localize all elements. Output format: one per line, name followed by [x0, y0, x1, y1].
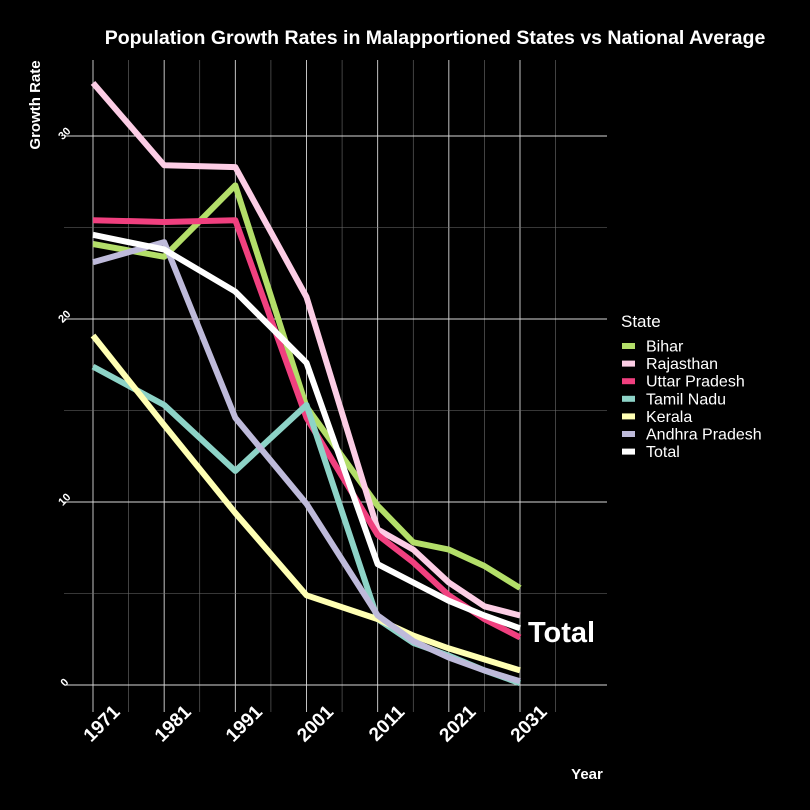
legend-label-bihar: Bihar [646, 339, 684, 356]
legend-swatch-andhra-pradesh [622, 431, 635, 437]
legend-swatch-total [622, 448, 635, 455]
series-line-bihar [92, 182, 522, 591]
series-line-total [92, 231, 522, 632]
series-group [90, 80, 522, 687]
chart-title: Population Growth Rates in Malapportione… [105, 27, 766, 49]
x-axis-title: Year [571, 766, 603, 783]
legend-swatch-kerala [622, 413, 635, 420]
legend-label-andhra-pradesh: Andhra Pradesh [646, 427, 762, 444]
legend-swatch-tamil-nadu [622, 395, 635, 402]
series-line-andhra-pradesh [92, 239, 521, 685]
legend-label-uttar-pradesh: Uttar Pradesh [646, 374, 745, 391]
y-axis-title: Growth Rate [27, 60, 44, 149]
legend-swatch-rajasthan [622, 360, 635, 367]
grid [64, 60, 607, 712]
legend-swatch-uttar-pradesh [622, 378, 635, 385]
legend-title: State [621, 312, 661, 331]
legend-label-kerala: Kerala [646, 409, 692, 426]
legend-swatch-bihar [622, 343, 635, 349]
legend-label-total: Total [646, 444, 680, 461]
total-end-label: Total [528, 617, 595, 649]
legend-label-tamil-nadu: Tamil Nadu [646, 391, 726, 408]
legend-label-rajasthan: Rajasthan [646, 356, 718, 373]
